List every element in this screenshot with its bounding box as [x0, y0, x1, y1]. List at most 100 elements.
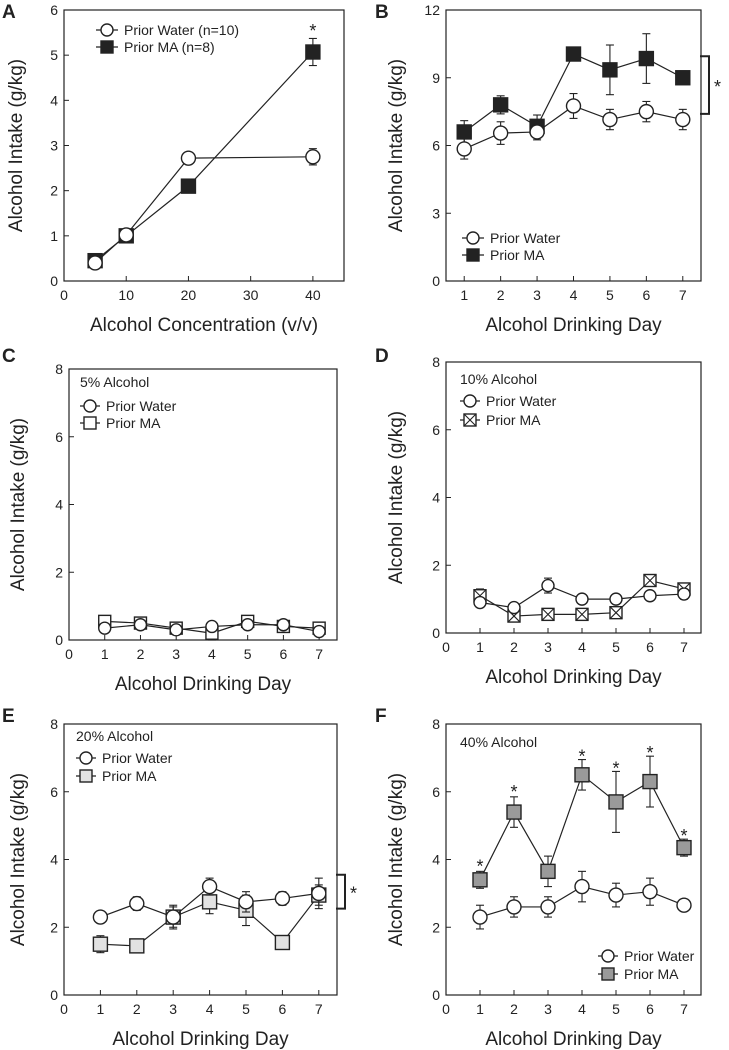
panel-letter: C: [2, 346, 16, 367]
data-point: [456, 141, 472, 157]
x-tick-label: 4: [578, 639, 586, 655]
data-point: [506, 899, 522, 915]
x-tick-label: 5: [244, 646, 252, 662]
data-point: [675, 70, 691, 86]
legend-marker: [79, 769, 93, 783]
x-axis-title: Alcohol Drinking Day: [485, 315, 662, 336]
y-axis-title: Alcohol Intake (g/kg): [8, 418, 29, 591]
x-tick-label: 1: [97, 1001, 105, 1017]
x-tick-label: 4: [570, 287, 578, 303]
data-point: [575, 592, 589, 606]
data-point: [129, 938, 145, 954]
y-tick-label: 4: [55, 497, 63, 513]
legend-label: Prior MA: [106, 415, 161, 431]
y-axis-title: Alcohol Intake (g/kg): [386, 411, 407, 584]
data-point: [165, 909, 181, 925]
x-tick-label: 7: [315, 646, 323, 662]
data-point: [541, 578, 555, 593]
y-tick-label: 6: [432, 138, 440, 154]
x-tick-label: 40: [305, 287, 321, 303]
x-tick-label: 0: [442, 1001, 450, 1017]
panel-c: C 0 1 2 3 4 5 6 7 0 2 4 6 8 Alcohol Drinking Day Alcoho…: [2, 346, 338, 695]
panel-letter: F: [375, 706, 387, 727]
data-point-cross: [541, 607, 555, 621]
x-tick-label: 6: [642, 287, 650, 303]
data-point: [638, 50, 655, 67]
x-tick-label: 0: [65, 646, 73, 662]
panel-subtitle: 5% Alcohol: [80, 374, 149, 390]
legend-marker-cross: [463, 413, 477, 427]
y-tick-label: 5: [50, 47, 58, 63]
y-tick-label: 8: [432, 716, 440, 732]
data-point: [574, 767, 590, 783]
significance-bracket: [700, 55, 710, 115]
y-tick-label: 6: [55, 429, 63, 445]
data-point: [118, 227, 134, 243]
x-tick-label: 1: [101, 646, 109, 662]
legend-marker: [601, 949, 615, 963]
x-tick-label: 7: [315, 1001, 323, 1017]
significance-star: *: [646, 743, 653, 763]
data-point: [608, 887, 624, 903]
data-point: [540, 863, 556, 880]
data-point: [642, 773, 658, 790]
data-point: [238, 894, 254, 910]
data-point: [609, 592, 623, 606]
data-point: [305, 44, 321, 60]
data-point: [540, 899, 556, 915]
data-point: [274, 890, 291, 907]
y-tick-label: 4: [50, 852, 58, 868]
y-tick-label: 6: [50, 2, 58, 18]
significance-star: *: [680, 826, 687, 846]
panel-subtitle: 20% Alcohol: [76, 728, 153, 744]
x-tick-label: 4: [208, 646, 216, 662]
x-tick-label: 2: [133, 1001, 141, 1017]
panel-letter: B: [375, 2, 389, 23]
legend-label: Prior MA: [624, 966, 679, 982]
data-point: [676, 897, 692, 913]
x-tick-label: 20: [181, 287, 197, 303]
y-tick-label: 0: [432, 625, 440, 641]
data-point: [180, 178, 197, 194]
data-point: [676, 839, 692, 856]
data-point: [169, 623, 183, 637]
series-line: [94, 156, 313, 264]
data-point: [87, 255, 103, 271]
data-point: [675, 111, 691, 128]
y-tick-label: 0: [55, 632, 63, 648]
x-tick-label: 2: [510, 639, 518, 655]
data-point: [180, 150, 197, 166]
panel-letter: E: [2, 706, 15, 727]
y-tick-label: 2: [432, 919, 440, 935]
legend-label: Prior Water: [106, 398, 177, 414]
data-point: [472, 909, 488, 925]
data-point-cross: [575, 607, 589, 621]
x-axis-title: Alcohol Drinking Day: [115, 674, 292, 695]
panel-subtitle: 10% Alcohol: [460, 371, 537, 387]
x-axis-title: Alcohol Drinking Day: [112, 1029, 289, 1050]
x-tick-label: 5: [612, 1001, 620, 1017]
legend-label: Prior MA: [486, 412, 541, 428]
x-tick-label: 4: [578, 1001, 586, 1017]
data-point: [305, 149, 321, 165]
data-point: [677, 587, 691, 601]
x-tick-label: 2: [510, 1001, 518, 1017]
data-point: [529, 124, 545, 140]
x-tick-label: 1: [476, 639, 484, 655]
data-point: [492, 97, 509, 113]
x-tick-label: 7: [680, 639, 688, 655]
panel-a: A 0 10 20 30 40 0 1 2 3 4 5 6 Alcohol Concentration (…: [2, 2, 345, 336]
x-tick-label: 2: [137, 646, 145, 662]
y-tick-label: 6: [50, 784, 58, 800]
data-point: [201, 894, 218, 910]
data-point-cross: [609, 606, 623, 620]
data-point-cross: [643, 574, 657, 587]
y-tick-label: 8: [55, 361, 63, 377]
y-axis-title: Alcohol Intake (g/kg): [8, 773, 29, 946]
data-point: [492, 125, 509, 141]
legend-label: Prior Water: [490, 230, 561, 246]
significance-star: *: [612, 758, 619, 778]
data-point: [92, 936, 109, 952]
